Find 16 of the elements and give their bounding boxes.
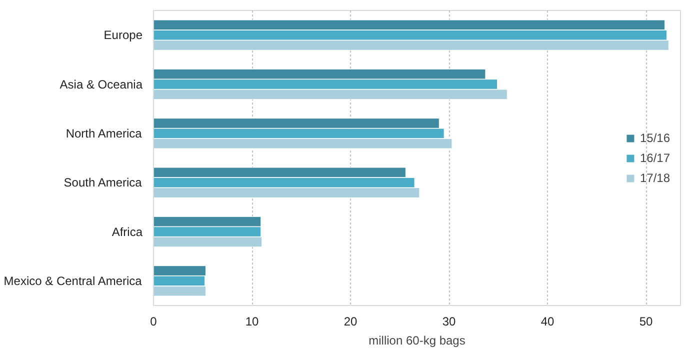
x-tick-label: 40 bbox=[540, 314, 555, 328]
x-tick-label: 0 bbox=[150, 314, 158, 328]
legend-label: 16/17 bbox=[640, 150, 670, 164]
x-tick-label: 50 bbox=[639, 314, 654, 328]
legend-label: 15/16 bbox=[640, 130, 670, 144]
y-tick-label: North America bbox=[66, 126, 142, 140]
x-tick-label: 10 bbox=[245, 314, 260, 328]
y-tick-label: Asia & Oceania bbox=[60, 77, 143, 92]
legend-label: 17/18 bbox=[640, 170, 670, 184]
x-tick-label: 30 bbox=[442, 314, 456, 328]
y-tick-label: Mexico & Central America bbox=[4, 274, 142, 288]
y-tick-label: Africa bbox=[112, 224, 143, 239]
x-tick-label: 20 bbox=[344, 314, 358, 328]
y-tick-label: Europe bbox=[104, 28, 143, 42]
y-tick-label: South America bbox=[64, 176, 142, 190]
x-axis-title: million 60-kg bags bbox=[368, 334, 466, 348]
